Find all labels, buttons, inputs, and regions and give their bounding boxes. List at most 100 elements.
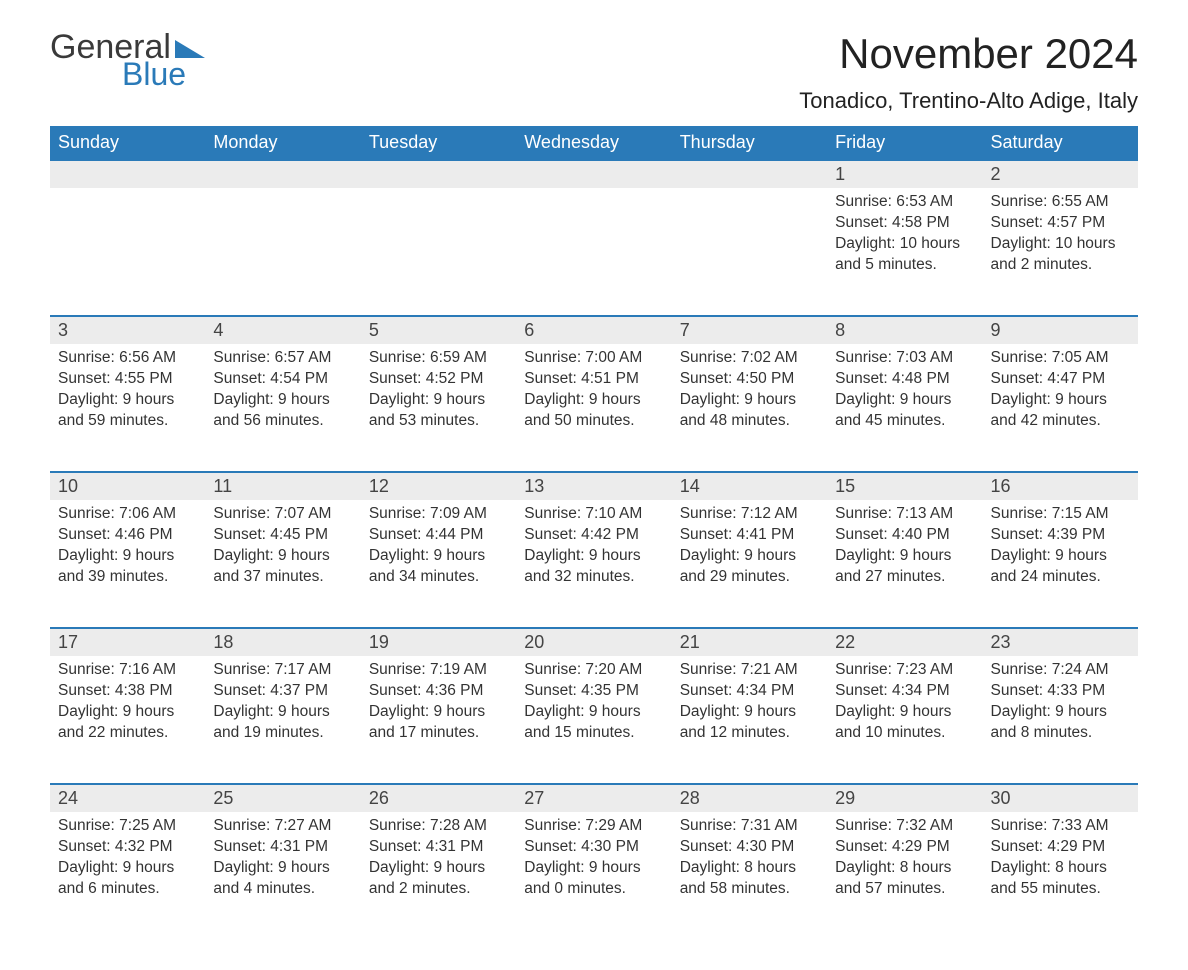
day-info: Sunrise: 7:09 AMSunset: 4:44 PMDaylight:…	[361, 500, 516, 598]
day-cell: Sunrise: 7:09 AMSunset: 4:44 PMDaylight:…	[361, 500, 516, 628]
daylight-line: Daylight: 9 hours and 27 minutes.	[835, 546, 974, 588]
daylight-line: Daylight: 9 hours and 59 minutes.	[58, 390, 197, 432]
day-number: 13	[516, 472, 671, 500]
day-number: 29	[827, 784, 982, 812]
day-number: 25	[205, 784, 360, 812]
day-cell: Sunrise: 7:17 AMSunset: 4:37 PMDaylight:…	[205, 656, 360, 784]
day-number: 6	[516, 316, 671, 344]
day-cell: Sunrise: 6:56 AMSunset: 4:55 PMDaylight:…	[50, 344, 205, 472]
day-cell: Sunrise: 7:05 AMSunset: 4:47 PMDaylight:…	[983, 344, 1138, 472]
daylight-line: Daylight: 10 hours and 2 minutes.	[991, 234, 1130, 276]
title-block: November 2024 Tonadico, Trentino-Alto Ad…	[799, 30, 1138, 114]
day-number: 19	[361, 628, 516, 656]
day-cell: Sunrise: 6:57 AMSunset: 4:54 PMDaylight:…	[205, 344, 360, 472]
week-info-row: Sunrise: 7:25 AMSunset: 4:32 PMDaylight:…	[50, 812, 1138, 940]
daylight-line: Daylight: 9 hours and 42 minutes.	[991, 390, 1130, 432]
sunset-line: Sunset: 4:31 PM	[213, 837, 352, 858]
day-cell: Sunrise: 6:59 AMSunset: 4:52 PMDaylight:…	[361, 344, 516, 472]
month-title: November 2024	[799, 30, 1138, 78]
weekday-header: Monday	[205, 126, 360, 160]
sunset-line: Sunset: 4:30 PM	[680, 837, 819, 858]
sunrise-line: Sunrise: 7:23 AM	[835, 660, 974, 681]
week-daynum-row: 10111213141516	[50, 472, 1138, 500]
day-cell: Sunrise: 7:31 AMSunset: 4:30 PMDaylight:…	[672, 812, 827, 940]
sunrise-line: Sunrise: 7:27 AM	[213, 816, 352, 837]
sunset-line: Sunset: 4:48 PM	[835, 369, 974, 390]
empty-cell	[205, 160, 360, 188]
sunrise-line: Sunrise: 7:19 AM	[369, 660, 508, 681]
day-info: Sunrise: 7:12 AMSunset: 4:41 PMDaylight:…	[672, 500, 827, 598]
day-cell: Sunrise: 7:25 AMSunset: 4:32 PMDaylight:…	[50, 812, 205, 940]
sunrise-line: Sunrise: 7:10 AM	[524, 504, 663, 525]
sunrise-line: Sunrise: 6:57 AM	[213, 348, 352, 369]
sunset-line: Sunset: 4:38 PM	[58, 681, 197, 702]
day-info: Sunrise: 6:53 AMSunset: 4:58 PMDaylight:…	[827, 188, 982, 286]
week-info-row: Sunrise: 7:16 AMSunset: 4:38 PMDaylight:…	[50, 656, 1138, 784]
sunset-line: Sunset: 4:42 PM	[524, 525, 663, 546]
day-cell: Sunrise: 7:12 AMSunset: 4:41 PMDaylight:…	[672, 500, 827, 628]
daylight-line: Daylight: 9 hours and 10 minutes.	[835, 702, 974, 744]
daylight-line: Daylight: 8 hours and 57 minutes.	[835, 858, 974, 900]
day-info: Sunrise: 7:31 AMSunset: 4:30 PMDaylight:…	[672, 812, 827, 910]
sunset-line: Sunset: 4:50 PM	[680, 369, 819, 390]
daylight-line: Daylight: 9 hours and 22 minutes.	[58, 702, 197, 744]
daylight-line: Daylight: 9 hours and 15 minutes.	[524, 702, 663, 744]
sunset-line: Sunset: 4:33 PM	[991, 681, 1130, 702]
daylight-line: Daylight: 9 hours and 50 minutes.	[524, 390, 663, 432]
week-daynum-row: 17181920212223	[50, 628, 1138, 656]
sunset-line: Sunset: 4:39 PM	[991, 525, 1130, 546]
calendar-table: SundayMondayTuesdayWednesdayThursdayFrid…	[50, 126, 1138, 940]
day-cell: Sunrise: 7:20 AMSunset: 4:35 PMDaylight:…	[516, 656, 671, 784]
day-info: Sunrise: 7:33 AMSunset: 4:29 PMDaylight:…	[983, 812, 1138, 910]
day-info: Sunrise: 7:02 AMSunset: 4:50 PMDaylight:…	[672, 344, 827, 442]
sunset-line: Sunset: 4:41 PM	[680, 525, 819, 546]
day-number: 1	[827, 160, 982, 188]
day-number: 14	[672, 472, 827, 500]
empty-cell	[361, 188, 516, 316]
day-info: Sunrise: 7:19 AMSunset: 4:36 PMDaylight:…	[361, 656, 516, 754]
sunset-line: Sunset: 4:57 PM	[991, 213, 1130, 234]
week-info-row: Sunrise: 7:06 AMSunset: 4:46 PMDaylight:…	[50, 500, 1138, 628]
weekday-header: Sunday	[50, 126, 205, 160]
sunrise-line: Sunrise: 7:03 AM	[835, 348, 974, 369]
sunset-line: Sunset: 4:36 PM	[369, 681, 508, 702]
day-cell: Sunrise: 7:07 AMSunset: 4:45 PMDaylight:…	[205, 500, 360, 628]
sunset-line: Sunset: 4:29 PM	[991, 837, 1130, 858]
day-number: 28	[672, 784, 827, 812]
day-info: Sunrise: 7:23 AMSunset: 4:34 PMDaylight:…	[827, 656, 982, 754]
day-number: 2	[983, 160, 1138, 188]
day-cell: Sunrise: 7:27 AMSunset: 4:31 PMDaylight:…	[205, 812, 360, 940]
location-subtitle: Tonadico, Trentino-Alto Adige, Italy	[799, 88, 1138, 114]
daylight-line: Daylight: 9 hours and 29 minutes.	[680, 546, 819, 588]
day-cell: Sunrise: 7:19 AMSunset: 4:36 PMDaylight:…	[361, 656, 516, 784]
daylight-line: Daylight: 9 hours and 24 minutes.	[991, 546, 1130, 588]
day-number: 27	[516, 784, 671, 812]
sunrise-line: Sunrise: 6:53 AM	[835, 192, 974, 213]
sunrise-line: Sunrise: 7:15 AM	[991, 504, 1130, 525]
sunrise-line: Sunrise: 7:31 AM	[680, 816, 819, 837]
day-info: Sunrise: 7:10 AMSunset: 4:42 PMDaylight:…	[516, 500, 671, 598]
sunrise-line: Sunrise: 7:33 AM	[991, 816, 1130, 837]
brand-logo: General Blue	[50, 30, 205, 90]
day-info: Sunrise: 7:24 AMSunset: 4:33 PMDaylight:…	[983, 656, 1138, 754]
day-cell: Sunrise: 7:03 AMSunset: 4:48 PMDaylight:…	[827, 344, 982, 472]
day-cell: Sunrise: 7:23 AMSunset: 4:34 PMDaylight:…	[827, 656, 982, 784]
day-number: 7	[672, 316, 827, 344]
weekday-header: Saturday	[983, 126, 1138, 160]
day-number: 17	[50, 628, 205, 656]
daylight-line: Daylight: 9 hours and 45 minutes.	[835, 390, 974, 432]
week-daynum-row: 3456789	[50, 316, 1138, 344]
day-number: 12	[361, 472, 516, 500]
daylight-line: Daylight: 9 hours and 19 minutes.	[213, 702, 352, 744]
sunrise-line: Sunrise: 7:06 AM	[58, 504, 197, 525]
week-daynum-row: 24252627282930	[50, 784, 1138, 812]
empty-cell	[50, 160, 205, 188]
sunset-line: Sunset: 4:52 PM	[369, 369, 508, 390]
daylight-line: Daylight: 9 hours and 0 minutes.	[524, 858, 663, 900]
daylight-line: Daylight: 9 hours and 53 minutes.	[369, 390, 508, 432]
week-info-row: Sunrise: 6:56 AMSunset: 4:55 PMDaylight:…	[50, 344, 1138, 472]
day-cell: Sunrise: 7:13 AMSunset: 4:40 PMDaylight:…	[827, 500, 982, 628]
empty-cell	[205, 188, 360, 316]
day-number: 3	[50, 316, 205, 344]
day-number: 16	[983, 472, 1138, 500]
